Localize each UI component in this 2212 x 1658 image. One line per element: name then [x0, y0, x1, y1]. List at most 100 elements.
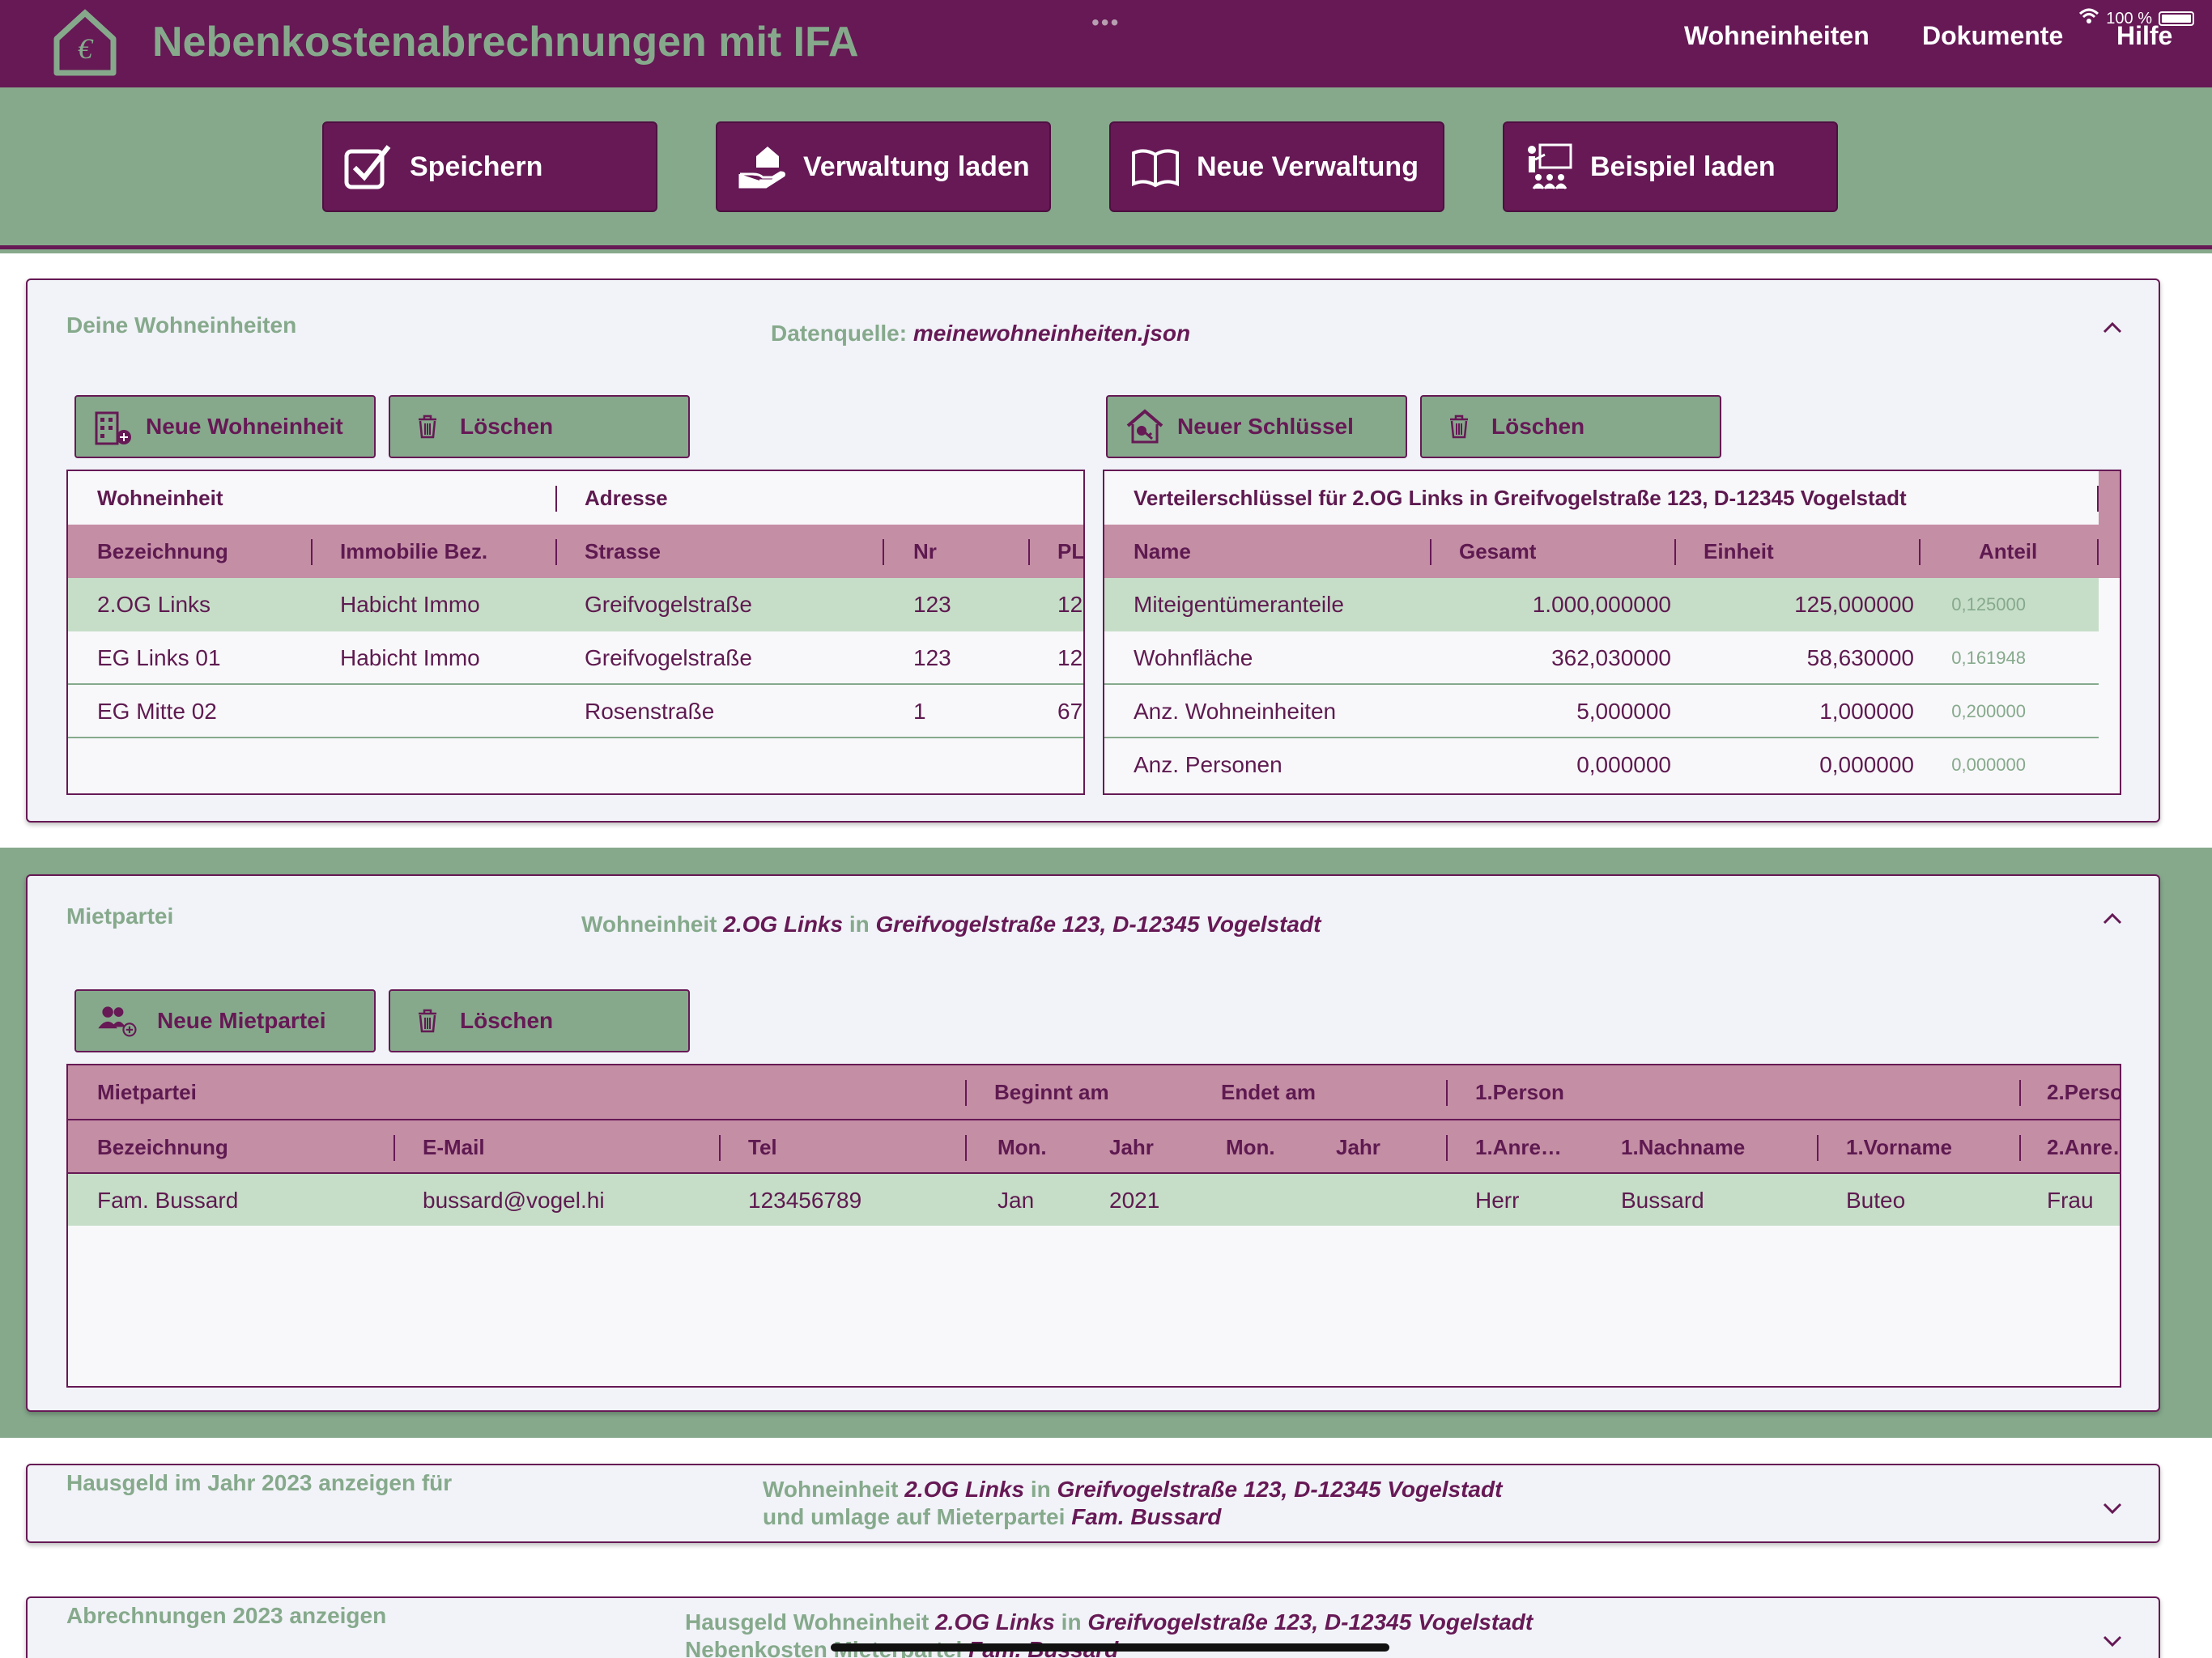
- house-key-icon: [1124, 406, 1166, 448]
- column-header[interactable]: Strasse: [585, 539, 661, 563]
- svg-text:€: €: [78, 32, 94, 65]
- battery-percent: 100 %: [2106, 9, 2152, 28]
- column-header[interactable]: Gesamt: [1459, 539, 1537, 563]
- cell-gesamt: 0,000000: [1576, 752, 1671, 777]
- tenant-table-group-header: Mietpartei Beginnt am Endet am 1.Person …: [68, 1065, 2120, 1119]
- column-header[interactable]: Name: [1134, 539, 1191, 563]
- column-header[interactable]: Bezeichnung: [97, 1135, 228, 1159]
- new-administration-button[interactable]: Neue Verwaltung: [1109, 121, 1444, 212]
- chevron-down-icon[interactable]: [2100, 1496, 2125, 1520]
- units-table: Wohneinheit Adresse Bezeichnung Immobili…: [66, 470, 1085, 795]
- cell-gesamt: 5,000000: [1576, 699, 1671, 724]
- nav-hilfe[interactable]: Hilfe: [2116, 21, 2173, 50]
- tenant-panel-title: Mietpartei: [66, 903, 174, 929]
- delete-key-button[interactable]: Löschen: [1420, 395, 1721, 458]
- column-header[interactable]: Anteil: [1979, 539, 2038, 563]
- status-bar: 100 %: [2078, 8, 2194, 29]
- data-source-file: meinewohneinheiten.json: [912, 321, 1191, 346]
- cell-nr: 123: [913, 645, 951, 670]
- nav-dokumente[interactable]: Dokumente: [1922, 21, 2064, 50]
- toolbar: Speichern Verwaltung laden Neue Verwaltu…: [0, 87, 2212, 249]
- cell-tel: 123456789: [748, 1188, 862, 1213]
- units-table-group-header: Wohneinheit Adresse: [68, 471, 1083, 525]
- cell-strasse: Greifvogelstraße: [585, 592, 752, 617]
- column-header[interactable]: 1.Vorname: [1846, 1135, 1953, 1159]
- units-panel-title: Deine Wohneinheiten: [66, 312, 297, 338]
- cell-anteil: 0,000000: [1951, 755, 2026, 775]
- cell-immobilie: Habicht Immo: [340, 592, 480, 617]
- column-header[interactable]: 1.Nachname: [1621, 1135, 1746, 1159]
- group-header-beginnt: Beginnt am: [994, 1080, 1109, 1104]
- presentation-icon: [1522, 140, 1576, 193]
- delete-tenant-button[interactable]: Löschen: [389, 989, 690, 1052]
- group-header-person2: 2.Person: [2047, 1080, 2120, 1104]
- save-button-label: Speichern: [410, 151, 543, 182]
- delete-tenant-label: Löschen: [460, 1008, 554, 1033]
- add-key-label: Neuer Schlüssel: [1177, 414, 1354, 439]
- hand-house-icon: [735, 140, 789, 193]
- table-row[interactable]: EG Mitte 02 Rosenstraße 1 67: [68, 685, 1083, 738]
- load-administration-button[interactable]: Verwaltung laden: [716, 121, 1051, 212]
- trash-icon: [406, 1000, 449, 1042]
- units-panel: Deine Wohneinheiten Datenquelle: meinewo…: [26, 278, 2160, 823]
- cell-bezeichnung: EG Mitte 02: [97, 699, 217, 724]
- multitask-dots[interactable]: •••: [1091, 10, 1121, 35]
- add-key-button[interactable]: Neuer Schlüssel: [1106, 395, 1407, 458]
- add-tenant-label: Neue Mietpartei: [157, 1008, 326, 1033]
- new-administration-label: Neue Verwaltung: [1197, 151, 1419, 182]
- chevron-up-icon[interactable]: [2100, 907, 2125, 931]
- chevron-up-icon[interactable]: [2100, 316, 2125, 340]
- keys-table-group-header: Verteilerschlüssel für 2.OG Links in Gre…: [1104, 471, 2099, 525]
- table-row[interactable]: Anz. Wohneinheiten 5,000000 1,000000 0,2…: [1104, 685, 2099, 738]
- keys-table-header: Name Gesamt Einheit Anteil: [1104, 525, 2120, 578]
- cell-name: Wohnfläche: [1134, 645, 1253, 670]
- table-row[interactable]: EG Links 01 Habicht Immo Greifvogelstraß…: [68, 631, 1083, 685]
- column-header[interactable]: Bezeichnung: [97, 539, 228, 563]
- cell-name: Anz. Wohneinheiten: [1134, 699, 1337, 724]
- column-header[interactable]: E-Mail: [423, 1135, 485, 1159]
- cell-begin-month: Jan: [998, 1188, 1035, 1213]
- table-row[interactable]: Wohnfläche 362,030000 58,630000 0,161948: [1104, 631, 2099, 685]
- building-add-icon: [92, 406, 134, 448]
- column-header[interactable]: Mon.: [998, 1135, 1047, 1159]
- house-fee-context-line1: Wohneinheit 2.OG Links in Greifvogelstra…: [763, 1477, 1503, 1502]
- column-header[interactable]: Mon.: [1226, 1135, 1275, 1159]
- table-row[interactable]: Fam. Bussard bussard@vogel.hi 123456789 …: [68, 1172, 2120, 1226]
- cell-einheit: 0,000000: [1819, 752, 1914, 777]
- house-fee-panel[interactable]: Hausgeld im Jahr 2023 anzeigen für Wohne…: [26, 1464, 2160, 1543]
- book-icon: [1129, 140, 1182, 193]
- table-row[interactable]: Miteigentümeranteile 1.000,000000 125,00…: [1104, 578, 2099, 631]
- column-header[interactable]: PL: [1057, 539, 1085, 563]
- delete-unit-button[interactable]: Löschen: [389, 395, 690, 458]
- column-header[interactable]: Einheit: [1704, 539, 1774, 563]
- tenant-table: Mietpartei Beginnt am Endet am 1.Person …: [66, 1064, 2121, 1388]
- column-header[interactable]: Immobilie Bez.: [340, 539, 488, 563]
- column-header[interactable]: 1.Anre…: [1475, 1135, 1562, 1159]
- column-header[interactable]: Jahr: [1109, 1135, 1154, 1159]
- cell-einheit: 1,000000: [1819, 699, 1914, 724]
- column-header[interactable]: Tel: [748, 1135, 777, 1159]
- table-row[interactable]: Anz. Personen 0,000000 0,000000 0,000000: [1104, 738, 2099, 792]
- table-row[interactable]: 2.OG Links Habicht Immo Greifvogelstraße…: [68, 578, 1083, 631]
- cell-nr: 123: [913, 592, 951, 617]
- load-example-label: Beispiel laden: [1590, 151, 1776, 182]
- add-unit-button[interactable]: Neue Wohneinheit: [74, 395, 376, 458]
- nav-wohneinheiten[interactable]: Wohneinheiten: [1684, 21, 1870, 50]
- statements-context-line2: Nebenkosten Mieterpartei Fam. Bussard: [685, 1637, 1118, 1658]
- house-fee-panel-title: Hausgeld im Jahr 2023 anzeigen für: [66, 1470, 453, 1495]
- app-title: Nebenkostenabrechnungen mit IFA: [152, 19, 859, 66]
- cell-anteil: 0,200000: [1951, 701, 2026, 721]
- checkbox-icon: [342, 140, 395, 193]
- cell-name: Miteigentümeranteile: [1134, 592, 1344, 617]
- column-header[interactable]: 2.Anre…: [2047, 1135, 2120, 1159]
- cell-anteil: 0,161948: [1951, 648, 2026, 668]
- chevron-down-icon[interactable]: [2100, 1629, 2125, 1653]
- add-tenant-button[interactable]: Neue Mietpartei: [74, 989, 376, 1052]
- save-button[interactable]: Speichern: [322, 121, 657, 212]
- load-example-button[interactable]: Beispiel laden: [1503, 121, 1838, 212]
- cell-person1-lastname: Bussard: [1621, 1188, 1704, 1213]
- home-indicator[interactable]: [831, 1643, 1389, 1652]
- column-header[interactable]: Jahr: [1336, 1135, 1380, 1159]
- cell-strasse: Rosenstraße: [585, 699, 715, 724]
- column-header[interactable]: Nr: [913, 539, 937, 563]
